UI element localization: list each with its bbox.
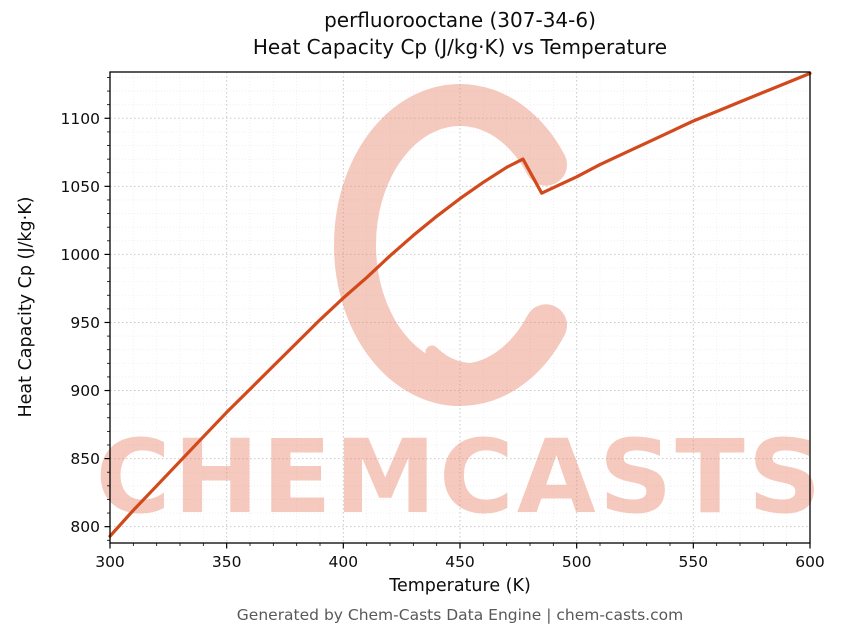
cp-series-line: [108, 71, 812, 538]
chart-title: perfluorooctane (307-34-6) Heat Capacity…: [253, 7, 667, 61]
tick-labels: 300 350 400 450 500 550 600 800 850 900 950 1000 105…: [61, 110, 825, 571]
major-grid: [110, 72, 810, 543]
minor-grid: [110, 72, 810, 543]
x-tick-label: 400: [329, 553, 359, 571]
x-axis-label: Temperature (K): [389, 576, 531, 596]
chart-title-line2: Heat Capacity Cp (J/kg·K) vs Temperature: [252, 35, 668, 59]
x-tick-label: 600: [795, 553, 825, 571]
watermark-logo-c-icon: [333, 84, 567, 406]
watermark-logo-swirl-icon: [425, 323, 535, 377]
y-tick-label: 900: [70, 382, 100, 400]
watermark: CHEMCASTS: [96, 84, 825, 537]
y-axis-label: Heat Capacity Cp (J/kg·K): [16, 196, 36, 418]
watermark-text: CHEMCASTS: [96, 418, 825, 537]
y-tick-label: 950: [70, 314, 100, 332]
y-tick-label: 1000: [61, 246, 100, 264]
x-tick-label: 450: [445, 553, 475, 571]
x-tick-label: 350: [212, 553, 242, 571]
x-tick-label: 550: [679, 553, 709, 571]
x-tick-label: 500: [562, 553, 592, 571]
footer-text: Generated by Chem-Casts Data Engine | ch…: [236, 606, 684, 624]
y-tick-label: 800: [70, 518, 100, 536]
y-tick-label: 1050: [61, 178, 100, 196]
y-tick-label: 1100: [61, 110, 100, 128]
chart-title-line1: perfluorooctane (307-34-6): [324, 8, 596, 32]
axis-ticks: [104, 77, 811, 549]
x-tick-label: 300: [95, 553, 125, 571]
y-tick-label: 850: [70, 450, 100, 468]
